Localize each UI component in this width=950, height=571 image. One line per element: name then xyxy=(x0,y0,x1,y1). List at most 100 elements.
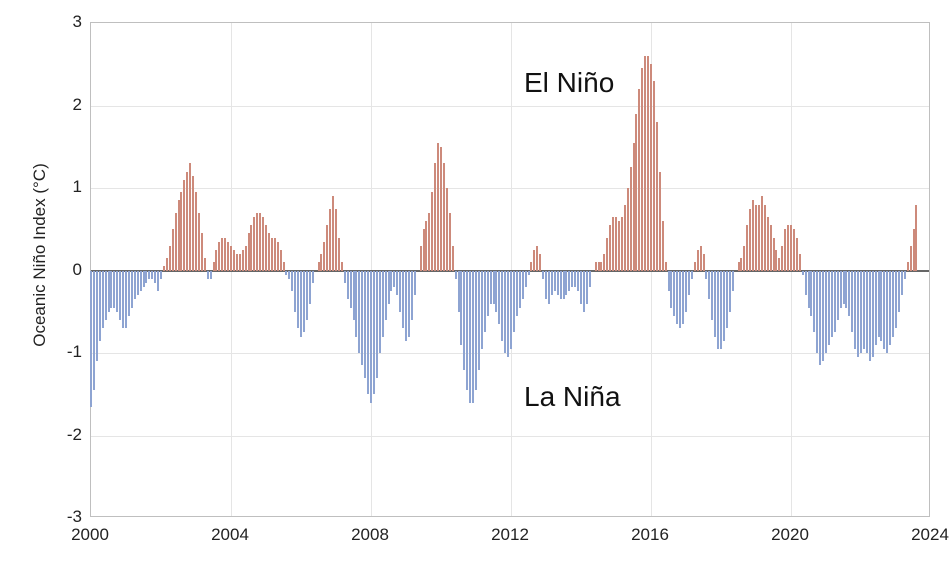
oni-bar xyxy=(805,271,807,296)
oni-bar xyxy=(740,258,742,270)
oni-bar xyxy=(425,221,427,271)
x-tick-label: 2000 xyxy=(65,525,115,545)
oni-bar xyxy=(536,246,538,271)
oni-bar xyxy=(140,271,142,292)
oni-bar xyxy=(189,163,191,270)
oni-bar xyxy=(221,238,223,271)
oni-bar xyxy=(790,225,792,270)
oni-bar xyxy=(504,271,506,354)
y-tick-label: 2 xyxy=(52,95,82,115)
oni-bar xyxy=(662,221,664,271)
oni-bar xyxy=(148,271,150,279)
oni-bar xyxy=(367,271,369,395)
oni-bar xyxy=(528,271,530,275)
oni-bar xyxy=(600,262,602,270)
gridline-h xyxy=(91,188,929,189)
oni-bar xyxy=(770,225,772,270)
oni-bar xyxy=(609,225,611,270)
oni-bar xyxy=(396,271,398,296)
oni-bar xyxy=(347,271,349,300)
oni-bar xyxy=(431,192,433,270)
oni-bar xyxy=(819,271,821,366)
oni-bar xyxy=(102,271,104,329)
oni-bar xyxy=(758,205,760,271)
oni-bar xyxy=(481,271,483,349)
oni-bar xyxy=(714,271,716,337)
oni-bar xyxy=(353,271,355,321)
oni-bar xyxy=(463,271,465,370)
oni-bar xyxy=(749,209,751,271)
oni-bar xyxy=(872,271,874,358)
oni-bar xyxy=(452,246,454,271)
oni-bar xyxy=(484,271,486,333)
oni-bar xyxy=(96,271,98,362)
oni-bar xyxy=(560,271,562,300)
oni-bar xyxy=(840,271,842,308)
oni-bar xyxy=(306,271,308,321)
x-tick-label: 2024 xyxy=(905,525,950,545)
oni-bar xyxy=(574,271,576,288)
oni-bar xyxy=(291,271,293,292)
oni-bar xyxy=(545,271,547,300)
oni-bar xyxy=(895,271,897,329)
oni-bar xyxy=(554,271,556,292)
oni-bar xyxy=(883,271,885,349)
oni-bar xyxy=(370,271,372,403)
oni-bar xyxy=(507,271,509,358)
oni-bar xyxy=(490,271,492,304)
plot-area xyxy=(90,22,930,517)
oni-bar xyxy=(440,147,442,271)
oni-bar xyxy=(633,143,635,271)
oni-bar xyxy=(183,180,185,271)
oni-bar xyxy=(160,271,162,279)
oni-bar xyxy=(326,225,328,270)
oni-bar xyxy=(618,221,620,271)
oni-bar xyxy=(285,271,287,275)
oni-bar xyxy=(93,271,95,391)
oni-bar xyxy=(498,271,500,325)
oni-bar xyxy=(703,254,705,271)
oni-bar xyxy=(458,271,460,312)
oni-bar xyxy=(565,271,567,296)
oni-bar xyxy=(726,271,728,329)
oni-bar xyxy=(802,271,804,275)
oni-bar xyxy=(606,238,608,271)
oni-bar xyxy=(551,271,553,296)
oni-bar xyxy=(460,271,462,345)
oni-chart: Oceanic Niño Index (°C) -3-2-10123200020… xyxy=(0,0,950,571)
oni-bar xyxy=(673,271,675,316)
oni-bar xyxy=(892,271,894,337)
oni-bar xyxy=(732,271,734,292)
oni-bar xyxy=(787,225,789,270)
oni-bar xyxy=(455,271,457,279)
oni-bar xyxy=(533,250,535,271)
oni-bar xyxy=(420,246,422,271)
gridline-h xyxy=(91,106,929,107)
oni-bar xyxy=(910,246,912,271)
oni-bar xyxy=(808,271,810,308)
oni-bar xyxy=(487,271,489,316)
oni-bar xyxy=(738,262,740,270)
oni-bar xyxy=(163,266,165,270)
y-axis-label: Oceanic Niño Index (°C) xyxy=(30,145,50,365)
oni-bar xyxy=(571,271,573,288)
oni-bar xyxy=(145,271,147,283)
oni-bar xyxy=(495,271,497,312)
oni-bar xyxy=(332,196,334,270)
oni-bar xyxy=(125,271,127,329)
oni-bar xyxy=(110,271,112,308)
oni-bar xyxy=(650,64,652,270)
oni-bar xyxy=(469,271,471,403)
oni-bar xyxy=(542,271,544,279)
y-tick-label: 1 xyxy=(52,177,82,197)
oni-bar xyxy=(256,213,258,271)
gridline-h xyxy=(91,436,929,437)
oni-bar xyxy=(796,238,798,271)
oni-bar xyxy=(411,271,413,321)
oni-bar xyxy=(682,271,684,325)
oni-bar xyxy=(318,262,320,270)
oni-bar xyxy=(904,271,906,279)
oni-bar xyxy=(580,271,582,304)
oni-bar xyxy=(105,271,107,321)
oni-bar xyxy=(250,225,252,270)
